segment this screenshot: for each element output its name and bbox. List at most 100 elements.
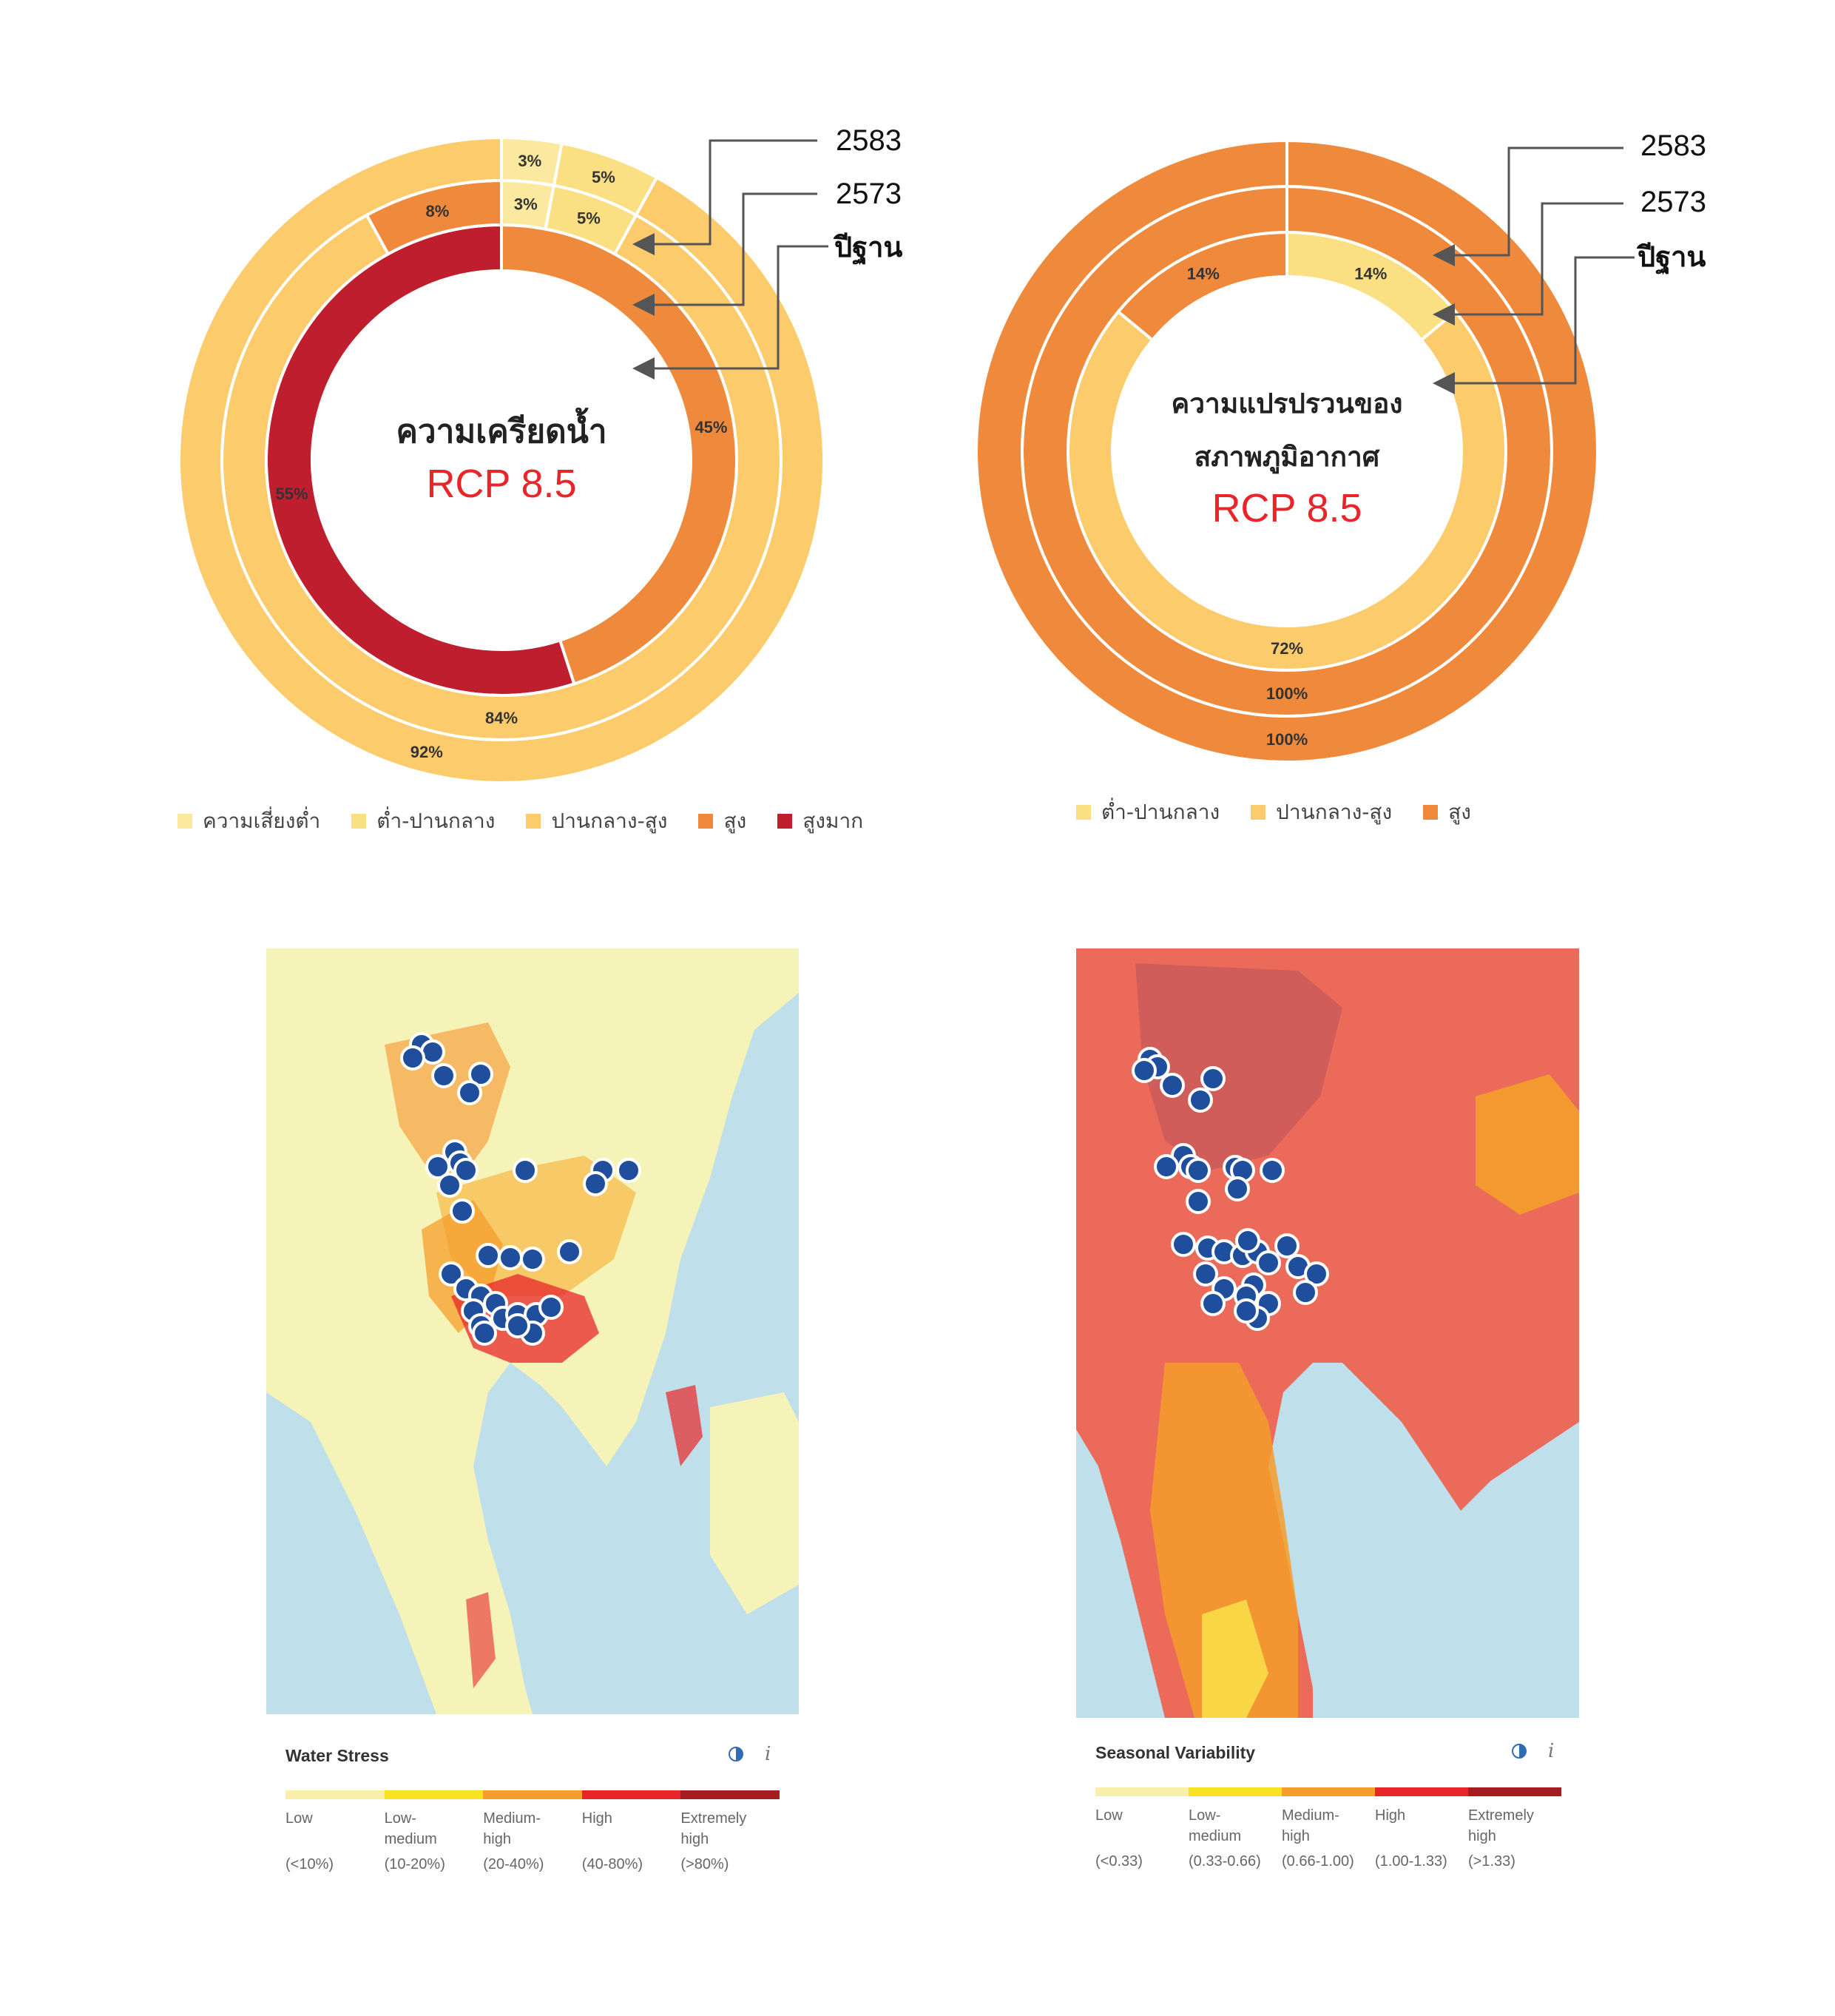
site-marker[interactable] (1200, 1066, 1226, 1091)
site-marker[interactable] (1193, 1261, 1218, 1287)
donut-data-label: 3% (518, 152, 541, 170)
legend-label: ปานกลาง-สูง (1276, 800, 1393, 824)
donut-data-label: 84% (485, 709, 518, 727)
class-range: (<0.33) (1095, 1853, 1143, 1870)
variability-map[interactable] (1076, 948, 1579, 1718)
class-label: Medium-high (0.66-1.00) (1282, 1805, 1378, 1872)
site-marker[interactable] (472, 1321, 497, 1346)
site-marker[interactable] (616, 1158, 641, 1183)
color-bar-segment (285, 1790, 385, 1799)
variability-legend: ต่ำ-ปานกลาง ปานกลาง-สูง สูง (1076, 796, 1502, 829)
site-marker[interactable] (1260, 1158, 1285, 1183)
class-label: Extremely high (>80%) (680, 1808, 777, 1875)
site-marker[interactable] (439, 1261, 464, 1287)
site-marker[interactable] (538, 1295, 564, 1320)
site-marker[interactable] (1188, 1088, 1213, 1113)
site-marker[interactable] (1235, 1228, 1260, 1253)
site-marker[interactable] (437, 1173, 462, 1198)
site-marker[interactable] (513, 1158, 538, 1183)
site-marker[interactable] (1256, 1250, 1281, 1275)
info-icon[interactable]: i (1548, 1740, 1555, 1762)
water-stress-map[interactable] (266, 948, 799, 1714)
class-range: (40-80%) (581, 1856, 643, 1872)
class-label: Low (<10%) (285, 1808, 382, 1875)
class-label: High (40-80%) (582, 1808, 678, 1875)
class-label: Low-medium (0.33-0.66) (1189, 1805, 1285, 1872)
site-marker[interactable] (1234, 1298, 1259, 1324)
site-marker[interactable] (1186, 1158, 1211, 1183)
class-label: Extremely high (>1.33) (1468, 1805, 1564, 1872)
class-label: Medium-high (20-40%) (483, 1808, 579, 1875)
legend-item: สูง (1423, 796, 1471, 829)
donut-data-label: 3% (514, 195, 538, 214)
info-icon[interactable]: i (765, 1743, 771, 1765)
site-marker[interactable] (453, 1158, 479, 1183)
class-range: (<10%) (285, 1856, 334, 1872)
donut-segment-outer (975, 138, 1599, 763)
donut-data-label: 45% (695, 418, 727, 436)
legend-swatch (351, 814, 367, 829)
water-stress-panel-title: Water Stress (285, 1746, 389, 1765)
opacity-toggle-icon[interactable] (1511, 1743, 1527, 1759)
color-bar-segment (384, 1790, 484, 1799)
site-marker[interactable] (425, 1154, 450, 1179)
variability-markers[interactable] (1132, 1047, 1329, 1331)
pointer-2583 (632, 139, 817, 255)
site-marker[interactable] (1293, 1280, 1318, 1305)
legend-swatch (698, 814, 714, 829)
variability-legend-panel: Seasonal Variability i Low (<0.33) Low-med… (1078, 1724, 1581, 1872)
color-bar-segment (1282, 1787, 1375, 1796)
site-marker[interactable] (583, 1171, 608, 1196)
legend-swatch (178, 814, 192, 829)
site-marker[interactable] (557, 1239, 582, 1264)
water-stress-markers[interactable] (400, 1032, 641, 1346)
legend-label: ต่ำ-ปานกลาง (1101, 800, 1220, 824)
site-marker[interactable] (476, 1243, 501, 1268)
pointer-2573 (632, 192, 817, 316)
site-marker[interactable] (400, 1045, 425, 1071)
ring-label-base: ปีฐาน (833, 231, 902, 266)
site-marker[interactable] (498, 1245, 523, 1270)
site-marker[interactable] (1160, 1073, 1185, 1098)
class-range: (0.33-0.66) (1189, 1853, 1261, 1870)
color-bar-segment (1375, 1787, 1468, 1796)
variability-center: ความแปรปรวนของ สภาพภูมิอากาศ RCP 8.5 (1172, 388, 1403, 530)
variability-ring-pointers: 2583 2573 ปีฐาน (1433, 129, 1706, 394)
donut-segment-outer (178, 135, 825, 784)
class-range: (10-20%) (384, 1856, 445, 1872)
legend-item: ปานกลาง-สูง (526, 805, 667, 837)
site-marker[interactable] (468, 1062, 493, 1087)
site-marker[interactable] (431, 1063, 456, 1088)
site-marker[interactable] (457, 1080, 482, 1105)
legend-swatch (777, 814, 793, 829)
site-marker[interactable] (1186, 1189, 1211, 1214)
site-marker[interactable] (1274, 1233, 1300, 1258)
water-stress-color-bar (285, 1790, 780, 1799)
legend-swatch (1423, 805, 1439, 820)
site-marker[interactable] (1304, 1261, 1329, 1287)
site-marker[interactable] (1132, 1058, 1157, 1083)
legend-label: ปานกลาง-สูง (551, 809, 668, 833)
site-marker[interactable] (505, 1313, 530, 1338)
pointer-base (632, 245, 828, 380)
class-range: (>80%) (680, 1856, 729, 1872)
class-range: (1.00-1.33) (1375, 1853, 1447, 1870)
ring-label-2583: 2583 (836, 124, 902, 157)
site-marker[interactable] (520, 1247, 545, 1272)
site-marker[interactable] (1171, 1232, 1196, 1257)
opacity-toggle-icon[interactable] (728, 1746, 744, 1762)
site-marker[interactable] (450, 1199, 475, 1224)
site-marker[interactable] (1154, 1154, 1179, 1179)
color-bar-segment (680, 1790, 780, 1799)
site-marker[interactable] (1225, 1176, 1250, 1201)
donut-data-label: 55% (276, 485, 308, 503)
water-stress-center-title: ความเครียดน้ำ (396, 407, 606, 451)
water-stress-ring-pointers: 2583 2573 ปีฐาน (632, 124, 902, 380)
donut-data-label: 14% (1354, 264, 1387, 283)
color-bar-segment (581, 1790, 681, 1799)
legend-item: ต่ำ-ปานกลาง (1076, 796, 1220, 829)
legend-item: สูงมาก (777, 805, 863, 837)
legend-item: ความเสี่ยงต่ำ (178, 805, 320, 837)
site-marker[interactable] (1200, 1291, 1226, 1316)
